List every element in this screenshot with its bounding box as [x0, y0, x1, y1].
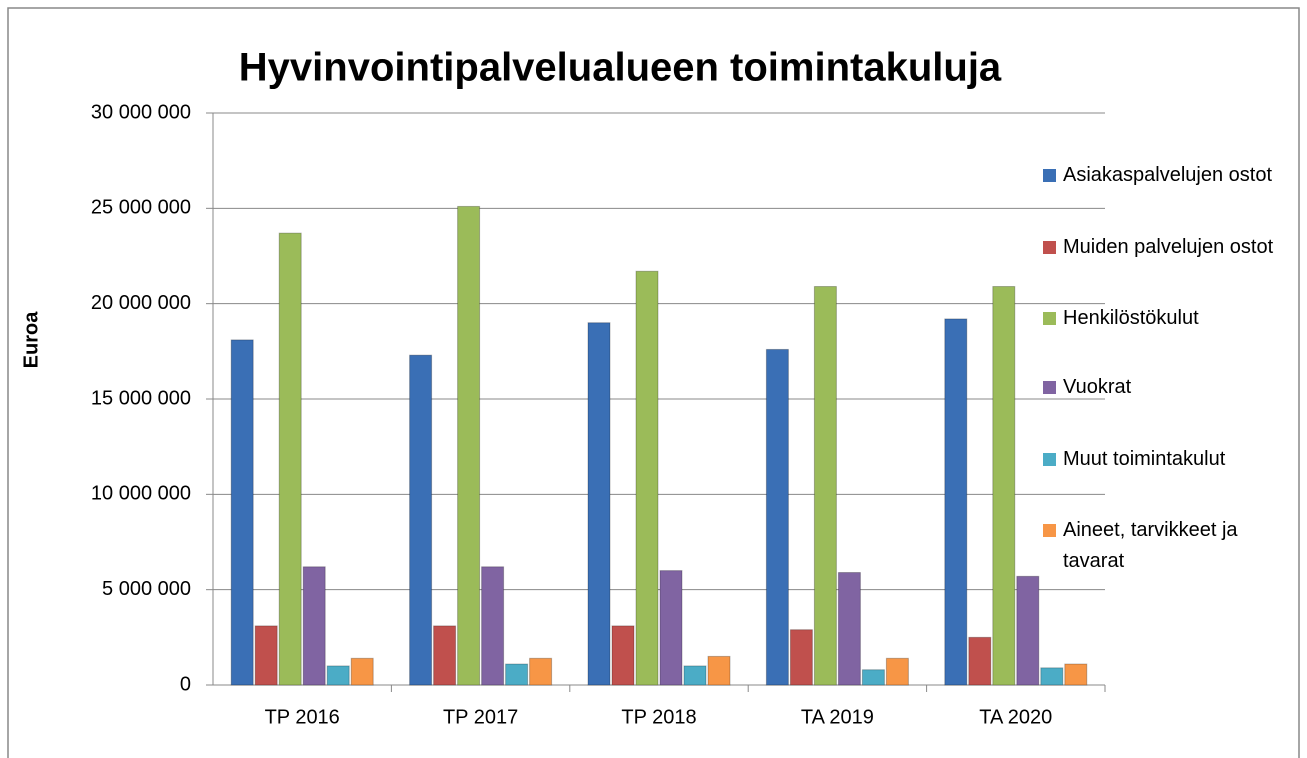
bar	[1040, 667, 1064, 686]
bar	[968, 636, 992, 686]
y-tick-label: 5 000 000	[102, 578, 191, 600]
bar	[230, 339, 254, 686]
bar	[944, 318, 968, 686]
legend-swatch	[1043, 453, 1056, 466]
bar	[481, 566, 505, 686]
bar	[587, 322, 611, 686]
bar	[611, 625, 635, 686]
bar	[409, 354, 433, 686]
y-tick-label: 30 000 000	[91, 101, 191, 123]
legend-label: Muiden palvelujen ostot	[1063, 236, 1274, 258]
bar	[813, 286, 837, 686]
bar	[861, 669, 885, 686]
y-axis-label: Euroa	[20, 311, 42, 369]
y-tick-label: 15 000 000	[91, 387, 191, 409]
legend-label: Muut toimintakulut	[1063, 448, 1226, 470]
bar	[659, 570, 683, 686]
bar	[350, 657, 374, 686]
y-tick-label: 20 000 000	[91, 292, 191, 314]
legend-swatch	[1043, 169, 1056, 182]
y-tick-label: 0	[180, 673, 191, 695]
legend-swatch	[1043, 312, 1056, 325]
bar	[302, 566, 326, 686]
bar	[885, 657, 909, 686]
legend-swatch	[1043, 524, 1056, 537]
legend-label: Asiakaspalvelujen ostot	[1063, 164, 1273, 186]
y-tick-label: 10 000 000	[91, 483, 191, 505]
legend-swatch	[1043, 381, 1056, 394]
x-tick-label: TA 2019	[801, 706, 874, 728]
bar	[837, 572, 861, 686]
bar	[278, 232, 302, 686]
chart-border	[7, 7, 1300, 758]
legend-swatch	[1043, 241, 1056, 254]
bar	[1016, 575, 1040, 686]
bar	[433, 625, 457, 686]
bar	[457, 205, 481, 686]
legend-label: Vuokrat	[1063, 376, 1132, 398]
bar	[992, 286, 1016, 686]
bar	[529, 657, 553, 686]
x-tick-label: TP 2017	[443, 706, 518, 728]
x-tick-label: TP 2018	[621, 706, 696, 728]
bar	[1064, 663, 1088, 686]
x-tick-label: TP 2016	[265, 706, 340, 728]
bar	[765, 348, 789, 686]
bar	[635, 270, 659, 686]
bar	[254, 625, 278, 686]
bar	[326, 665, 350, 686]
bar	[789, 629, 813, 686]
legend-label: Henkilöstökulut	[1063, 307, 1199, 329]
bar	[707, 655, 731, 686]
bar	[683, 665, 707, 686]
y-tick-label: 25 000 000	[91, 197, 191, 219]
legend-label: Aineet, tarvikkeet ja tavarat	[1063, 519, 1238, 572]
bar	[505, 663, 529, 686]
chart-title: Hyvinvointipalvelualueen toimintakuluja	[239, 46, 1002, 90]
x-tick-label: TA 2020	[979, 706, 1052, 728]
